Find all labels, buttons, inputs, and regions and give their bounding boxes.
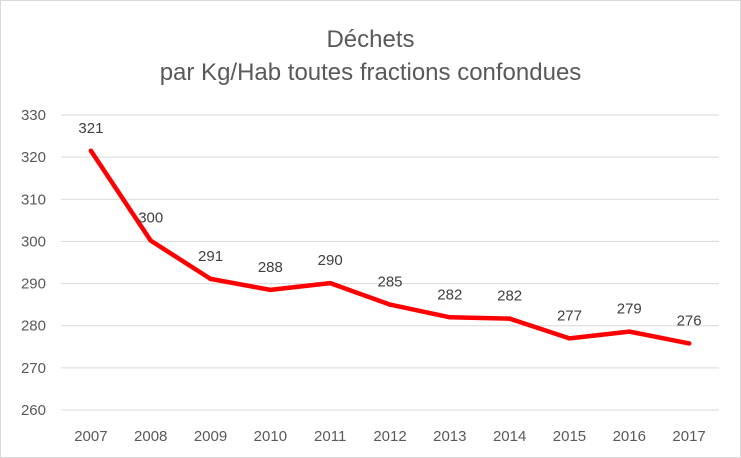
data-point-2008 (148, 238, 153, 243)
data-point-2016 (627, 329, 632, 334)
data-label-2013: 282 (437, 286, 462, 303)
data-label-2016: 279 (617, 301, 642, 318)
y-tick-label-270: 270 (21, 360, 46, 377)
chart-title-line-2: par Kg/Hab toutes fractions confondues (159, 59, 582, 86)
y-tick-label-260: 260 (21, 402, 46, 419)
x-tick-label-2010: 2010 (254, 428, 287, 445)
data-label-2007: 321 (78, 120, 103, 137)
data-label-2011: 290 (318, 252, 343, 269)
x-tick-label-2016: 2016 (613, 428, 646, 445)
data-point-2010 (268, 287, 273, 293)
y-tick-label-320: 320 (21, 149, 46, 166)
data-label-2009: 291 (198, 248, 223, 265)
data-label-2008: 300 (138, 210, 163, 227)
y-tick-label-290: 290 (21, 276, 46, 293)
data-point-2012 (387, 302, 393, 307)
x-tick-label-2007: 2007 (74, 428, 107, 445)
x-tick-label-2017: 2017 (672, 428, 705, 445)
chart-title: Déchets par Kg/Hab toutes fractions conf… (1, 23, 740, 89)
x-tick-label-2012: 2012 (373, 428, 406, 445)
data-point-2013 (447, 315, 453, 320)
data-label-2017: 276 (677, 312, 702, 329)
x-tick-label-2015: 2015 (553, 428, 586, 445)
data-label-2015: 277 (557, 307, 582, 324)
data-point-2007 (88, 148, 94, 154)
y-tick-label-310: 310 (21, 191, 46, 208)
x-tick-label-2013: 2013 (433, 428, 466, 445)
y-tick-label-300: 300 (21, 233, 46, 250)
x-tick-label-2008: 2008 (134, 428, 167, 445)
data-point-2009 (208, 276, 213, 282)
data-label-2010: 288 (258, 259, 283, 276)
x-tick-label-2014: 2014 (493, 428, 526, 445)
data-label-2012: 285 (377, 274, 402, 291)
y-tick-label-330: 330 (21, 107, 46, 124)
data-point-2011 (327, 280, 333, 286)
x-tick-label-2009: 2009 (194, 428, 227, 445)
data-point-2015 (567, 336, 572, 341)
y-tick-label-280: 280 (21, 318, 46, 335)
chart-title-line-1: Déchets (326, 26, 415, 53)
x-tick-label-2011: 2011 (314, 428, 346, 445)
data-point-2014 (507, 316, 512, 321)
data-label-2014: 282 (497, 288, 522, 305)
series-line-0 (88, 148, 692, 346)
data-point-2017 (686, 341, 692, 346)
